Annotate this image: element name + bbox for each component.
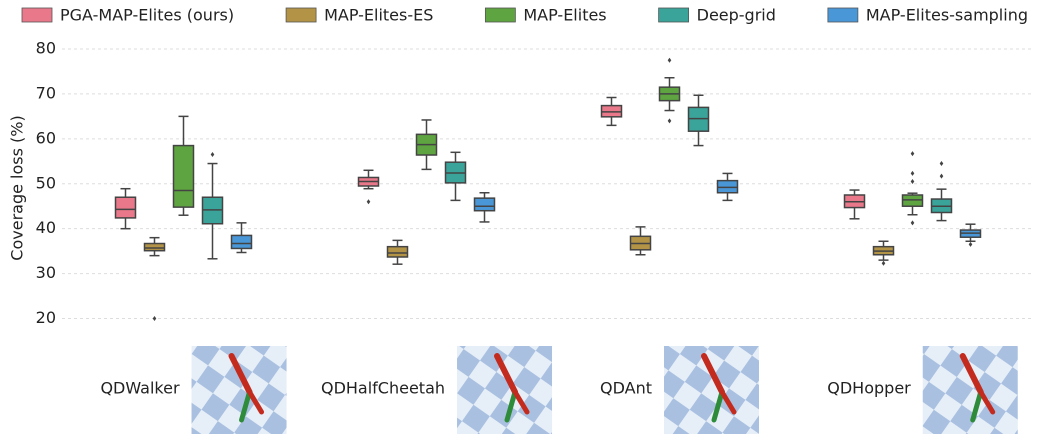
box <box>143 242 166 252</box>
robot-render <box>922 346 1018 434</box>
outlier <box>366 199 371 205</box>
robot-limb <box>494 353 519 395</box>
legend-label: PGA-MAP-Elites (ours) <box>60 6 234 25</box>
y-tick-label: 80 <box>36 38 56 57</box>
robot-limb <box>719 389 737 415</box>
legend-label: Deep-grid <box>697 6 776 25</box>
category-label: QDWalker <box>100 379 180 398</box>
outlier <box>939 173 944 179</box>
y-tick-label: 40 <box>36 218 56 237</box>
outlier <box>910 179 915 185</box>
outlier <box>910 151 915 157</box>
outlier <box>968 241 973 247</box>
robot-limb <box>959 353 984 395</box>
box <box>114 196 137 219</box>
outlier <box>667 118 672 124</box>
robot-render <box>191 346 287 434</box>
box <box>172 144 195 208</box>
robot-limb <box>978 389 996 415</box>
legend-swatch <box>658 7 690 23</box>
outlier <box>152 316 157 322</box>
robot-limb <box>512 389 530 415</box>
legend-item: Deep-grid <box>658 6 776 25</box>
category-label: QDHalfCheetah <box>321 379 445 398</box>
outlier <box>910 220 915 226</box>
legend-item: PGA-MAP-Elites (ours) <box>21 6 234 25</box>
box <box>473 197 496 212</box>
legend-swatch <box>484 7 516 23</box>
box <box>386 245 409 258</box>
legend-swatch <box>827 7 859 23</box>
y-tick-label: 60 <box>36 128 56 147</box>
legend-label: MAP-Elites-sampling <box>866 6 1028 25</box>
outlier <box>881 260 886 266</box>
robot-limb <box>711 389 725 423</box>
legend-label: MAP-Elites <box>523 6 606 25</box>
y-axis-label: Coverage loss (%) <box>8 115 27 260</box>
robot-render <box>664 346 759 434</box>
robot-limb <box>247 389 265 415</box>
legend-item: MAP-Elites <box>484 6 607 25</box>
robot-limb <box>504 389 518 423</box>
legend-label: MAP-Elites-ES <box>324 6 433 25</box>
robot-render <box>457 346 553 434</box>
legend-swatch <box>21 7 53 23</box>
legend-swatch <box>285 7 317 23</box>
robot-limb <box>970 389 984 423</box>
outlier <box>210 152 215 158</box>
outlier <box>939 161 944 167</box>
legend-item: MAP-Elites-ES <box>285 6 433 25</box>
y-tick-label: 20 <box>36 308 56 327</box>
y-tick-label: 30 <box>36 263 56 282</box>
category-label: QDHopper <box>827 379 911 398</box>
robot-limb <box>701 353 725 395</box>
y-tick-label: 70 <box>36 83 56 102</box>
robot-limb <box>239 389 253 423</box>
y-tick-label: 50 <box>36 173 56 192</box>
outlier <box>910 170 915 176</box>
box <box>230 234 253 250</box>
robot-limb <box>228 353 253 395</box>
category-label: QDAnt <box>600 379 652 398</box>
outlier <box>667 57 672 63</box>
legend-item: MAP-Elites-sampling <box>827 6 1028 25</box>
